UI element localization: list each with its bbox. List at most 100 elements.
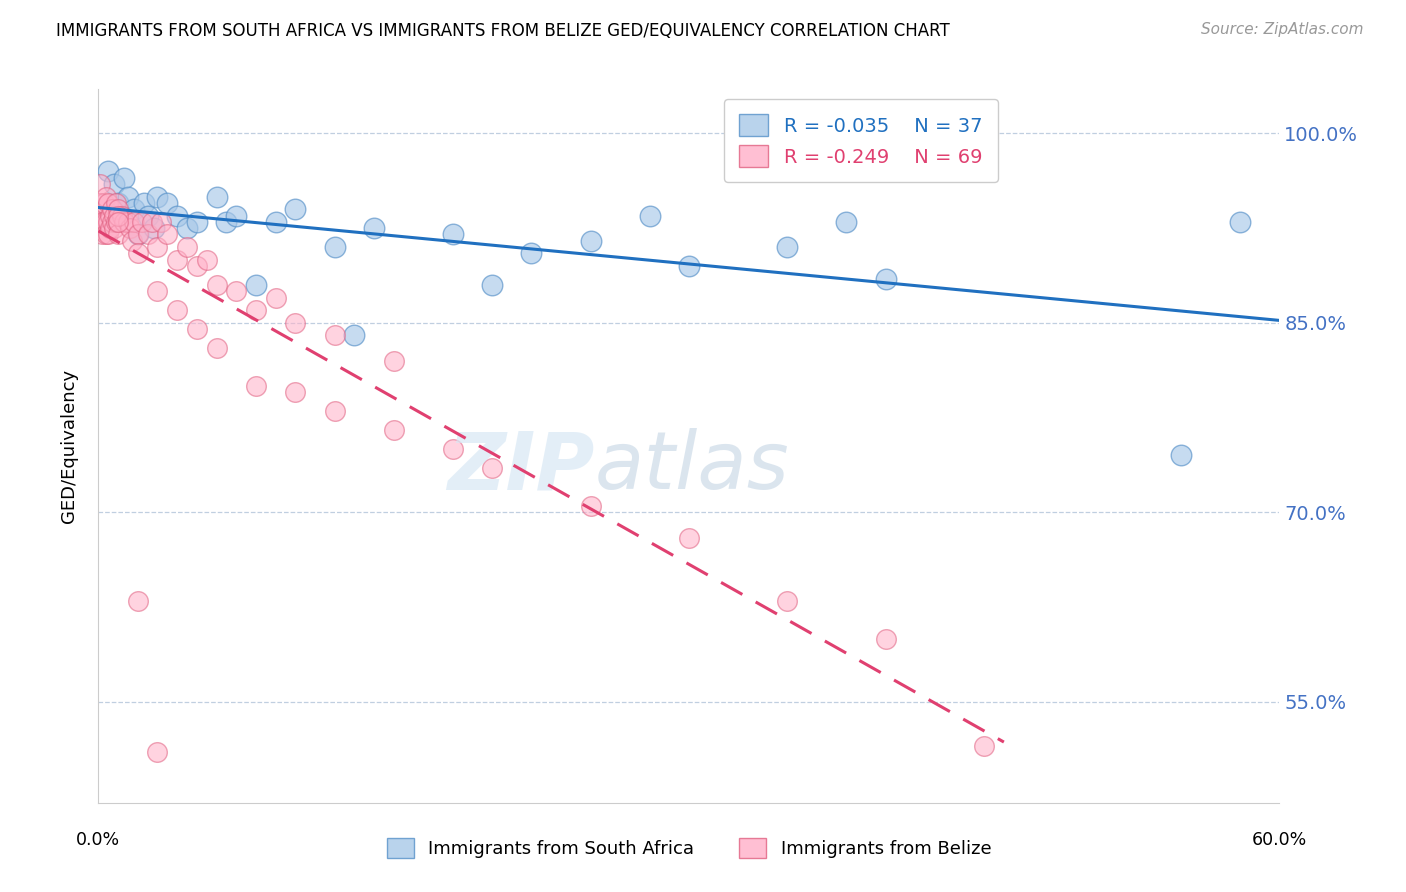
Point: [112, 215, 135, 229]
Point: [638, 209, 661, 223]
Point: [146, 240, 169, 254]
Point: [91, 215, 114, 229]
Point: [579, 234, 602, 248]
Point: [117, 215, 139, 229]
Point: [323, 404, 346, 418]
Point: [579, 499, 602, 513]
Text: 0.0%: 0.0%: [76, 830, 121, 848]
Point: [156, 195, 179, 210]
Point: [107, 202, 129, 217]
Point: [103, 209, 125, 223]
Point: [107, 209, 129, 223]
Point: [186, 215, 208, 229]
Point: [146, 189, 169, 203]
Point: [103, 177, 125, 191]
Point: [343, 328, 366, 343]
Point: [205, 341, 228, 355]
Point: [127, 227, 149, 242]
Point: [96, 227, 118, 242]
Point: [245, 303, 267, 318]
Point: [150, 215, 173, 229]
Point: [835, 215, 858, 229]
Point: [520, 246, 543, 260]
Point: [441, 227, 464, 242]
Point: [225, 209, 247, 223]
Y-axis label: GED/Equivalency: GED/Equivalency: [59, 369, 77, 523]
Point: [96, 215, 118, 229]
Point: [323, 240, 346, 254]
Point: [93, 215, 115, 229]
Point: [107, 227, 129, 242]
Point: [136, 209, 159, 223]
Point: [481, 277, 503, 292]
Point: [678, 531, 700, 545]
Point: [97, 164, 120, 178]
Point: [245, 277, 267, 292]
Point: [98, 209, 121, 223]
Point: [97, 195, 120, 210]
Point: [105, 195, 128, 210]
Text: IMMIGRANTS FROM SOUTH AFRICA VS IMMIGRANTS FROM BELIZE GED/EQUIVALENCY CORRELATI: IMMIGRANTS FROM SOUTH AFRICA VS IMMIGRAN…: [56, 22, 950, 40]
Point: [284, 202, 307, 217]
Point: [875, 271, 897, 285]
Point: [117, 189, 139, 203]
Point: [776, 240, 799, 254]
Point: [186, 322, 208, 336]
Point: [156, 227, 179, 242]
Point: [205, 277, 228, 292]
Point: [1229, 215, 1251, 229]
Point: [284, 385, 307, 400]
Point: [118, 221, 141, 235]
Point: [186, 259, 208, 273]
Point: [93, 195, 115, 210]
Point: [101, 202, 124, 217]
Point: [107, 195, 129, 210]
Point: [142, 221, 165, 235]
Point: [323, 328, 346, 343]
Text: ZIP: ZIP: [447, 428, 595, 507]
Point: [264, 291, 287, 305]
Point: [382, 353, 405, 368]
Point: [195, 252, 218, 267]
Point: [105, 215, 128, 229]
Point: [122, 215, 145, 229]
Point: [103, 221, 125, 235]
Point: [166, 303, 188, 318]
Text: atlas: atlas: [595, 428, 789, 507]
Point: [284, 316, 307, 330]
Point: [87, 215, 110, 229]
Point: [101, 215, 124, 229]
Point: [112, 170, 135, 185]
Point: [96, 189, 118, 203]
Point: [107, 215, 129, 229]
Point: [132, 195, 155, 210]
Text: Source: ZipAtlas.com: Source: ZipAtlas.com: [1201, 22, 1364, 37]
Point: [89, 215, 111, 229]
Text: 60.0%: 60.0%: [1251, 830, 1308, 848]
Point: [121, 234, 143, 248]
Point: [382, 423, 405, 437]
Point: [122, 202, 145, 217]
Point: [176, 240, 198, 254]
Point: [776, 593, 799, 607]
Point: [91, 227, 114, 242]
Point: [107, 215, 129, 229]
Point: [205, 189, 228, 203]
Point: [146, 285, 169, 299]
Legend: Immigrants from South Africa, Immigrants from Belize: Immigrants from South Africa, Immigrants…: [380, 830, 998, 865]
Point: [89, 177, 111, 191]
Point: [127, 227, 149, 242]
Point: [131, 215, 153, 229]
Point: [89, 209, 111, 223]
Point: [89, 195, 111, 210]
Point: [97, 215, 120, 229]
Point: [225, 285, 247, 299]
Point: [97, 227, 120, 242]
Point: [678, 259, 700, 273]
Point: [146, 745, 169, 759]
Point: [363, 221, 385, 235]
Point: [215, 215, 238, 229]
Point: [1170, 449, 1192, 463]
Point: [141, 215, 163, 229]
Point: [111, 209, 134, 223]
